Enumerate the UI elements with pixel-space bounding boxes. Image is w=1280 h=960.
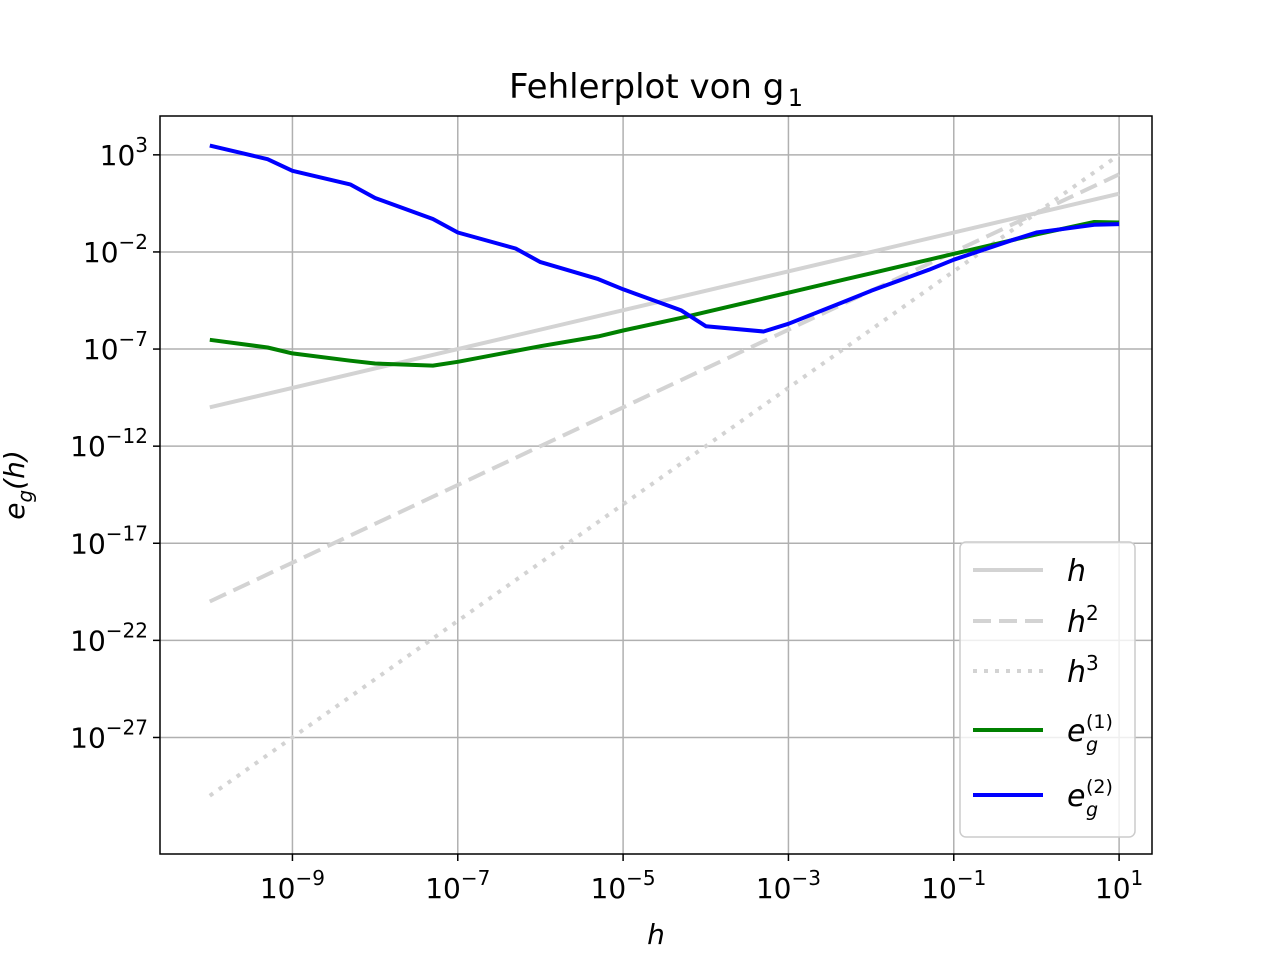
legend-label-3: h3	[1067, 651, 1099, 690]
chart-title: Fehlerplot von g 1	[509, 67, 803, 112]
series-line-1	[209, 191, 1120, 410]
chart-title-main: Fehlerplot von g	[509, 67, 784, 107]
x-axis-ticks: 10−9 10−7 10−5 10−3 10−1 101	[260, 854, 1143, 905]
y-axis-label: eg(h)	[0, 450, 37, 520]
x-tick-label: 10−3	[756, 866, 821, 905]
y-tick-label: 10−27	[70, 715, 148, 754]
x-tick-label: 10−9	[260, 866, 325, 905]
y-tick-label: 10−7	[83, 327, 148, 366]
y-axis-ticks: 103 10−2 10−7 10−12 10−17 10−22 10−27	[70, 133, 160, 754]
x-axis-label: h	[647, 918, 665, 951]
legend-label-1: h	[1067, 554, 1086, 589]
x-tick-label: 10−1	[921, 866, 986, 905]
legend-label-4: e(1) g	[1067, 711, 1113, 756]
chart-title-subscript: 1	[788, 84, 803, 112]
legend-label-2: h2	[1067, 601, 1099, 640]
series-line-5	[209, 143, 1120, 334]
series-line-3	[208, 153, 1121, 798]
y-tick-label: 10−17	[70, 521, 148, 560]
x-tick-label: 101	[1095, 866, 1143, 905]
legend: h h2 h3 e(1) g e(2) g	[959, 541, 1136, 838]
x-tick-label: 10−7	[425, 866, 490, 905]
y-axis-label-subscript: g	[13, 490, 37, 503]
series-lines	[208, 143, 1121, 798]
plot-frame	[159, 115, 1153, 855]
legend-box	[959, 541, 1136, 838]
y-axis-label-main: e	[0, 503, 31, 520]
y-tick-label: 10−2	[83, 230, 148, 269]
series-line-2	[208, 172, 1120, 604]
y-axis-label-arg: (h)	[0, 450, 31, 490]
y-tick-label: 103	[100, 133, 148, 172]
legend-label-5: e(2) g	[1067, 776, 1113, 821]
y-tick-label: 10−22	[70, 618, 148, 657]
y-tick-label: 10−12	[70, 424, 148, 463]
series-line-4	[209, 220, 1120, 368]
x-tick-label: 10−5	[591, 866, 656, 905]
